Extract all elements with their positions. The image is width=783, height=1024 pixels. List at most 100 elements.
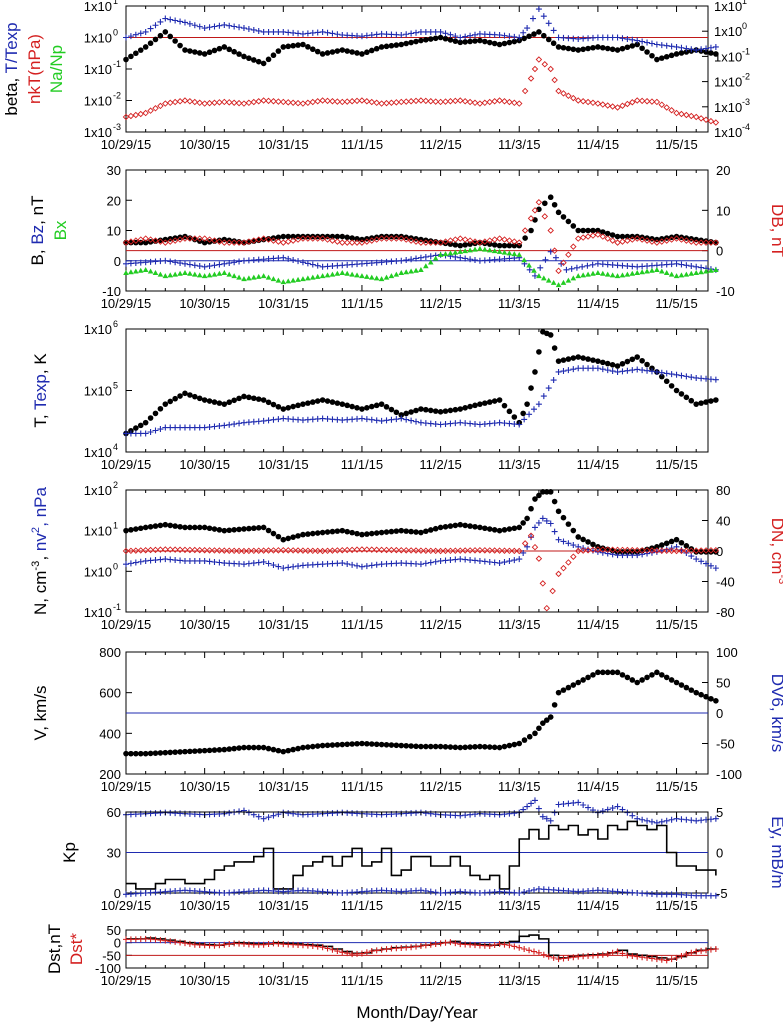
data-point <box>713 549 719 555</box>
data-point <box>324 29 331 36</box>
data-point <box>260 397 267 403</box>
data-point <box>260 941 267 948</box>
x-tick-label: 10/30/15 <box>179 137 230 152</box>
data-point <box>133 425 139 431</box>
data-point <box>280 233 287 240</box>
data-point <box>417 942 424 949</box>
data-point <box>462 242 468 248</box>
data-point <box>432 547 439 555</box>
data-point <box>604 45 611 52</box>
data-point <box>241 53 247 60</box>
y2-axis-label-text: DV6, km/s <box>768 674 783 752</box>
data-point <box>539 813 546 820</box>
data-point <box>216 547 223 554</box>
data-point <box>712 815 719 822</box>
data-point <box>511 33 518 40</box>
data-point <box>644 268 650 274</box>
data-point <box>324 50 331 56</box>
data-point <box>599 546 607 553</box>
data-point <box>649 672 655 678</box>
data-point <box>536 273 542 279</box>
data-point <box>579 263 586 270</box>
data-point <box>407 97 415 105</box>
data-point <box>580 802 587 809</box>
data-point <box>692 239 700 246</box>
data-point <box>295 563 302 570</box>
data-point <box>644 361 650 368</box>
data-point <box>585 227 591 234</box>
data-point <box>305 44 311 50</box>
data-point <box>265 97 272 105</box>
data-point <box>349 403 355 410</box>
data-point <box>452 547 459 554</box>
data-point <box>585 539 591 545</box>
data-point <box>137 558 144 565</box>
y2-tick-label: 1x10 <box>714 24 742 39</box>
data-point <box>526 262 532 268</box>
data-point <box>634 270 641 276</box>
data-point <box>506 33 513 40</box>
data-point <box>599 808 606 815</box>
y-axis-label-text: V, km/s <box>31 685 50 740</box>
data-point <box>540 489 546 495</box>
data-point <box>157 546 164 553</box>
data-point <box>653 956 660 963</box>
data-point <box>206 24 213 31</box>
data-point <box>462 404 468 411</box>
data-point <box>255 396 262 402</box>
y-tick-label: 1x10 <box>84 125 112 140</box>
x-tick-label: 10/29/15 <box>101 457 152 472</box>
data-point <box>555 267 562 275</box>
data-point <box>703 238 709 244</box>
x-tick-label: 11/2/15 <box>419 617 461 632</box>
data-point <box>568 265 575 272</box>
data-point <box>688 112 695 120</box>
data-point <box>496 242 503 249</box>
data-point <box>231 273 237 279</box>
data-point <box>575 679 582 686</box>
data-point <box>496 248 503 254</box>
data-point <box>543 517 550 524</box>
data-point <box>506 98 513 106</box>
data-point <box>560 44 567 51</box>
data-point <box>482 525 488 532</box>
data-point <box>289 547 297 554</box>
data-point <box>668 52 675 59</box>
data-point <box>127 112 135 120</box>
data-point <box>437 34 444 41</box>
data-point <box>172 523 178 529</box>
data-point <box>466 98 474 106</box>
data-point <box>516 740 523 747</box>
data-point <box>658 42 665 49</box>
data-point <box>457 521 464 528</box>
data-point <box>552 254 559 261</box>
data-point <box>251 744 257 751</box>
data-point <box>604 669 611 676</box>
data-point <box>501 941 508 948</box>
data-point <box>496 527 503 534</box>
data-point <box>354 530 360 537</box>
data-point <box>594 231 602 238</box>
data-point <box>250 237 258 244</box>
data-point <box>241 276 247 282</box>
data-point <box>437 743 444 750</box>
data-point <box>516 547 523 555</box>
data-point <box>432 889 439 896</box>
data-point <box>624 233 631 240</box>
data-point <box>167 272 174 278</box>
data-point <box>506 237 513 244</box>
data-point <box>516 524 523 531</box>
data-point <box>614 273 621 279</box>
data-point <box>447 523 454 529</box>
data-point <box>639 816 646 823</box>
data-point <box>609 237 616 244</box>
data-point <box>604 102 611 109</box>
data-point <box>590 672 596 678</box>
data-point <box>284 99 292 106</box>
data-point <box>417 254 424 261</box>
data-point <box>609 547 616 554</box>
data-point <box>668 371 675 378</box>
x-tick-label: 11/4/15 <box>577 296 619 311</box>
data-point <box>477 401 483 407</box>
data-point <box>511 557 518 564</box>
